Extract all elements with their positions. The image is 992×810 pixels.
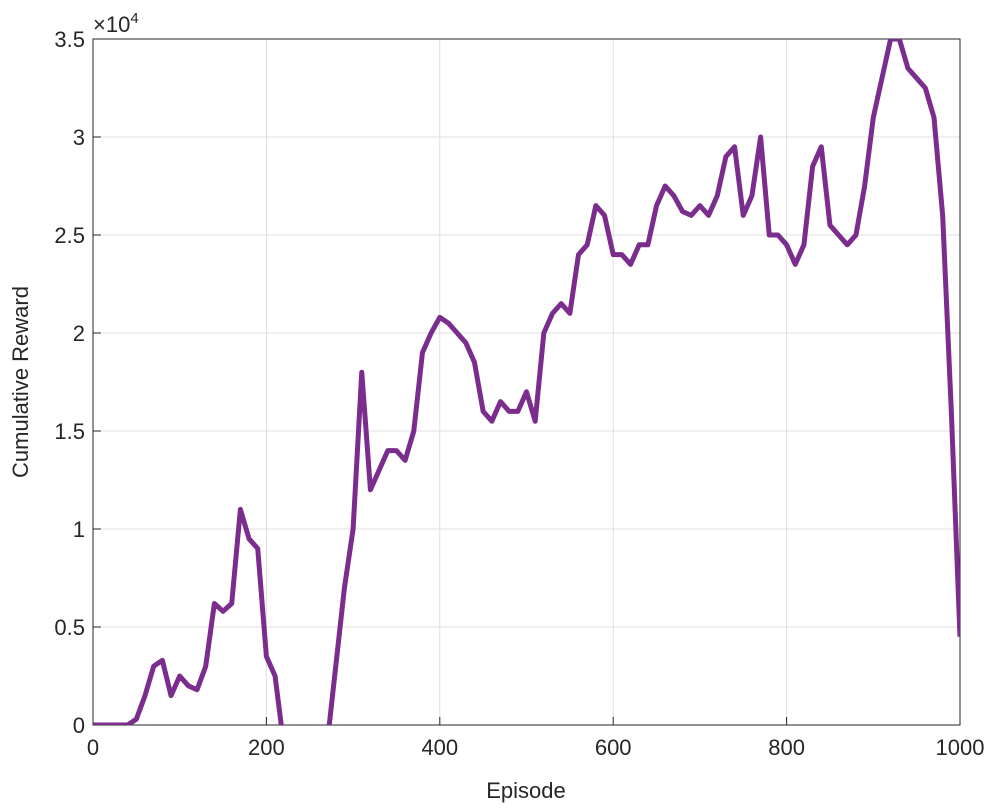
x-tick-label: 800 xyxy=(768,735,805,760)
data-line xyxy=(93,39,960,725)
plot-area xyxy=(93,39,960,725)
y-tick-label: 2 xyxy=(73,321,85,346)
multiplier-exponent: 4 xyxy=(130,10,138,27)
y-tick-label: 1 xyxy=(73,517,85,542)
y-tick-label: 0.5 xyxy=(54,615,85,640)
y-tick-label: 0 xyxy=(73,713,85,738)
y-multiplier: ×104 xyxy=(93,10,139,37)
y-tick-label: 3 xyxy=(73,125,85,150)
y-tick-label: 3.5 xyxy=(54,27,85,52)
y-tick-label: 1.5 xyxy=(54,419,85,444)
x-tick-label: 0 xyxy=(87,735,99,760)
x-tick-label: 400 xyxy=(421,735,458,760)
x-axis-label: Episode xyxy=(486,778,566,803)
y-axis-label: Cumulative Reward xyxy=(8,286,33,478)
multiplier-base: ×10 xyxy=(93,12,130,37)
axes-box xyxy=(92,38,961,726)
x-tick-label: 1000 xyxy=(936,735,985,760)
x-tick-label: 600 xyxy=(595,735,632,760)
x-tick-label: 200 xyxy=(248,735,285,760)
y-tick-label: 2.5 xyxy=(54,223,85,248)
